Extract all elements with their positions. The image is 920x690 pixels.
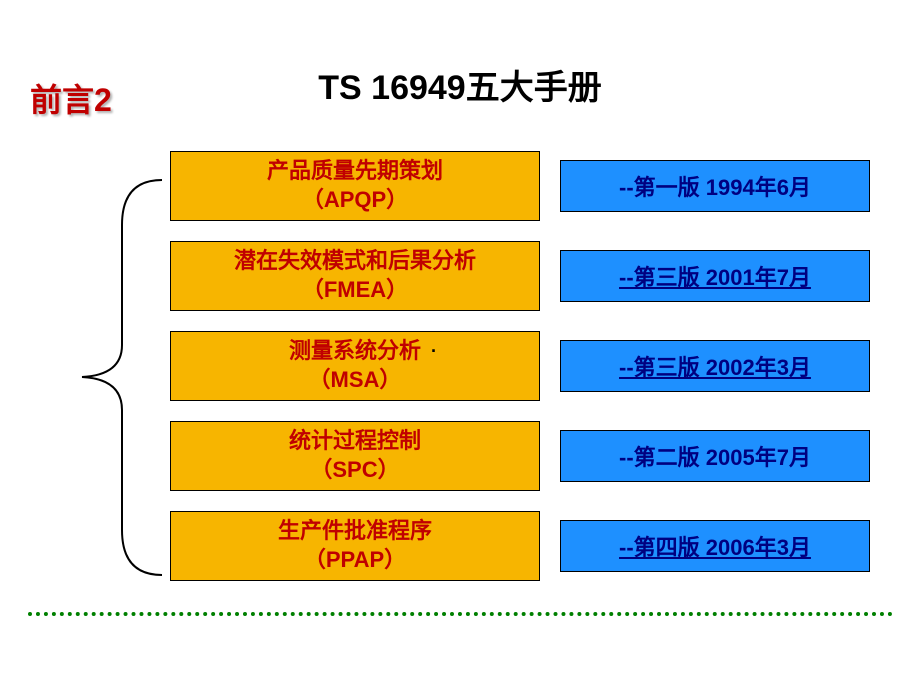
version-text: --第三版 2001年7月 xyxy=(619,260,811,292)
content-area: 产品质量先期策划 （APQP） --第一版 1994年6月 潜在失效模式和后果分… xyxy=(70,150,890,600)
version-text: --第二版 2005年7月 xyxy=(619,440,811,472)
dot-marker: · xyxy=(431,340,437,363)
manual-name: 潜在失效模式和后果分析 xyxy=(234,247,476,276)
version-box: --第三版 2002年3月 xyxy=(560,340,870,392)
manual-row: 测量系统分析 （MSA） · --第三版 2002年3月 xyxy=(70,330,890,402)
manual-name: 统计过程控制 xyxy=(289,427,421,456)
manual-abbr: （APQP） xyxy=(302,186,408,215)
manual-row: 生产件批准程序 （PPAP） --第四版 2006年3月 xyxy=(70,510,890,582)
manual-box-msa: 测量系统分析 （MSA） · xyxy=(170,331,540,401)
version-box: --第一版 1994年6月 xyxy=(560,160,870,212)
manual-name: 生产件批准程序 xyxy=(278,517,432,546)
version-text: --第四版 2006年3月 xyxy=(619,530,811,562)
manual-abbr: （SPC） xyxy=(310,456,399,485)
manual-box-apqp: 产品质量先期策划 （APQP） xyxy=(170,151,540,221)
manual-row: 产品质量先期策划 （APQP） --第一版 1994年6月 xyxy=(70,150,890,222)
manual-row: 潜在失效模式和后果分析 （FMEA） --第三版 2001年7月 xyxy=(70,240,890,312)
dotted-divider xyxy=(28,612,893,618)
version-box: --第二版 2005年7月 xyxy=(560,430,870,482)
manual-box-spc: 统计过程控制 （SPC） xyxy=(170,421,540,491)
manual-row: 统计过程控制 （SPC） --第二版 2005年7月 xyxy=(70,420,890,492)
version-text: --第三版 2002年3月 xyxy=(619,350,811,382)
manual-abbr: （PPAP） xyxy=(304,546,406,575)
version-text: --第一版 1994年6月 xyxy=(619,170,811,202)
manual-box-ppap: 生产件批准程序 （PPAP） xyxy=(170,511,540,581)
manual-abbr: （MSA） xyxy=(309,366,402,395)
version-box: --第三版 2001年7月 xyxy=(560,250,870,302)
manual-abbr: （FMEA） xyxy=(302,276,408,305)
page-title: TS 16949五大手册 xyxy=(0,60,920,109)
manual-name: 测量系统分析 xyxy=(289,337,421,366)
manual-name: 产品质量先期策划 xyxy=(267,157,443,186)
manual-box-fmea: 潜在失效模式和后果分析 （FMEA） xyxy=(170,241,540,311)
version-box: --第四版 2006年3月 xyxy=(560,520,870,572)
